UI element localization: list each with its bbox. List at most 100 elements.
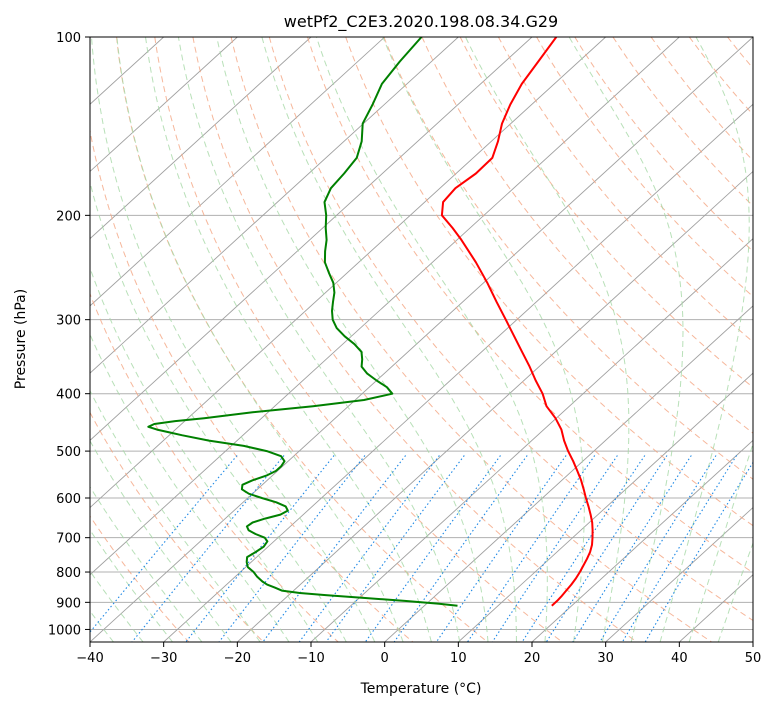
mixing-ratio-line (325, 455, 465, 642)
y-tick-label: 900 (56, 596, 81, 611)
mixing-ratio-line (467, 455, 596, 642)
dry-adiabat-line (766, 37, 775, 642)
mixing-ratio-line (644, 461, 753, 642)
mixing-ratio-line (131, 455, 285, 642)
mixing-ratio-line (545, 455, 668, 642)
x-tick-label: 40 (671, 651, 688, 666)
moist-adiabat-line (315, 37, 548, 642)
moist-adiabat-line (90, 485, 203, 642)
mixing-ratio-line (298, 455, 440, 642)
x-tick-label: 10 (450, 651, 467, 666)
isotherm-line (90, 37, 459, 374)
x-tick-label: 20 (524, 651, 541, 666)
moist-adiabat-line (90, 529, 173, 642)
moist-adiabat-line (90, 570, 144, 642)
dry-adiabat-line (154, 37, 563, 642)
y-tick-label: 1000 (48, 623, 81, 638)
axes: −40 −30 −20 −10 0 10 20 30 40 50 100 200 300 400 500 60… (48, 31, 761, 666)
x-tick-label: −10 (297, 651, 324, 666)
isotherm-line (90, 37, 533, 441)
mixing-ratio-line (393, 455, 528, 642)
x-tick-label: −40 (76, 651, 103, 666)
moist-adiabat-line (91, 37, 376, 642)
mixing-ratio-line (599, 455, 717, 642)
dry-adiabat-line (650, 37, 753, 162)
y-tick-label: 600 (56, 492, 81, 507)
moist-adiabat-line (90, 266, 319, 642)
y-tick-label: 500 (56, 445, 81, 460)
mixing-ratio-line (90, 455, 238, 633)
isotherm-line (90, 37, 385, 307)
isotherm-line (605, 506, 753, 642)
mixing-ratio-line (218, 455, 366, 642)
moist-adiabat-line (90, 333, 290, 642)
y-tick-label: 100 (56, 31, 81, 46)
isotherm-line (90, 37, 753, 642)
isotherm-line (752, 641, 753, 642)
y-tick-label: 400 (56, 388, 81, 403)
moist-adiabat-line (568, 37, 684, 642)
y-tick-label: 200 (56, 209, 81, 224)
dry-adiabat-line (307, 37, 753, 574)
x-tick-label: −30 (150, 651, 177, 666)
x-tick-label: 50 (745, 651, 762, 666)
dry-adiabat-line (497, 37, 753, 343)
dry-adiabat-line (574, 37, 753, 252)
mixing-ratio-line (491, 455, 618, 642)
mixing-ratio-line (364, 455, 501, 642)
dry-adiabat-line (421, 37, 753, 434)
moist-adiabat-line (717, 541, 753, 642)
dry-adiabat-line (90, 292, 339, 642)
moist-adiabat-line (465, 37, 630, 642)
dry-adiabat-line (230, 37, 712, 642)
x-tick-label: 30 (597, 651, 614, 666)
dry-adiabat-line (727, 37, 753, 70)
moist-adiabat-line (688, 442, 753, 642)
moist-adiabat-line (90, 439, 232, 642)
mixing-ratio-line (262, 455, 407, 642)
y-axis-label: Pressure (hPa) (13, 289, 29, 389)
x-tick-label: −20 (224, 651, 251, 666)
dry-adiabat-line (536, 37, 753, 298)
y-tick-label: 700 (56, 532, 81, 547)
moist-adiabat-line (145, 37, 432, 642)
moist-adiabat-line (90, 389, 261, 642)
plot-frame (89, 36, 754, 643)
y-tick-label: 800 (56, 566, 81, 581)
moist-adiabat-line (659, 37, 750, 642)
dry-adiabat-line (192, 37, 638, 642)
temperature-profile (440, 37, 594, 607)
mixing-ratio-line (521, 455, 646, 642)
grid-layer (90, 37, 775, 642)
dry-adiabat-line (345, 37, 753, 527)
dry-adiabat-line (268, 37, 753, 622)
isotherm-line (90, 37, 238, 173)
isotherm-line (458, 372, 753, 642)
dry-adiabat-line (90, 128, 414, 642)
mixing-ratio-line (621, 455, 738, 642)
mixing-ratio-line (572, 455, 692, 642)
x-axis-label: Temperature (°C) (360, 681, 482, 697)
data-layer (147, 37, 594, 607)
isotherm-line (384, 305, 753, 642)
x-tick-label: 0 (381, 651, 389, 666)
isotherm-line (310, 238, 753, 642)
moist-adiabat-line (116, 37, 404, 642)
y-tick-label: 300 (56, 314, 81, 329)
moist-adiabat-line (216, 37, 489, 642)
isotherm-line (90, 37, 312, 240)
moist-adiabat-line (261, 37, 517, 642)
dry-adiabat-line (383, 37, 753, 480)
moist-adiabat-line (177, 37, 461, 642)
dry-adiabat-line (612, 37, 753, 207)
isotherm-line (531, 439, 753, 642)
chart-title: wetPf2_C2E3.2020.198.08.34.G29 (284, 12, 558, 32)
dewpoint-profile (147, 37, 458, 607)
dry-adiabat-line (688, 37, 753, 116)
dry-adiabat-line (90, 515, 190, 642)
isotherm-line (237, 170, 753, 642)
isotherm-line (163, 103, 753, 642)
isotherm-line (90, 37, 606, 509)
dry-adiabat-line (90, 411, 264, 642)
